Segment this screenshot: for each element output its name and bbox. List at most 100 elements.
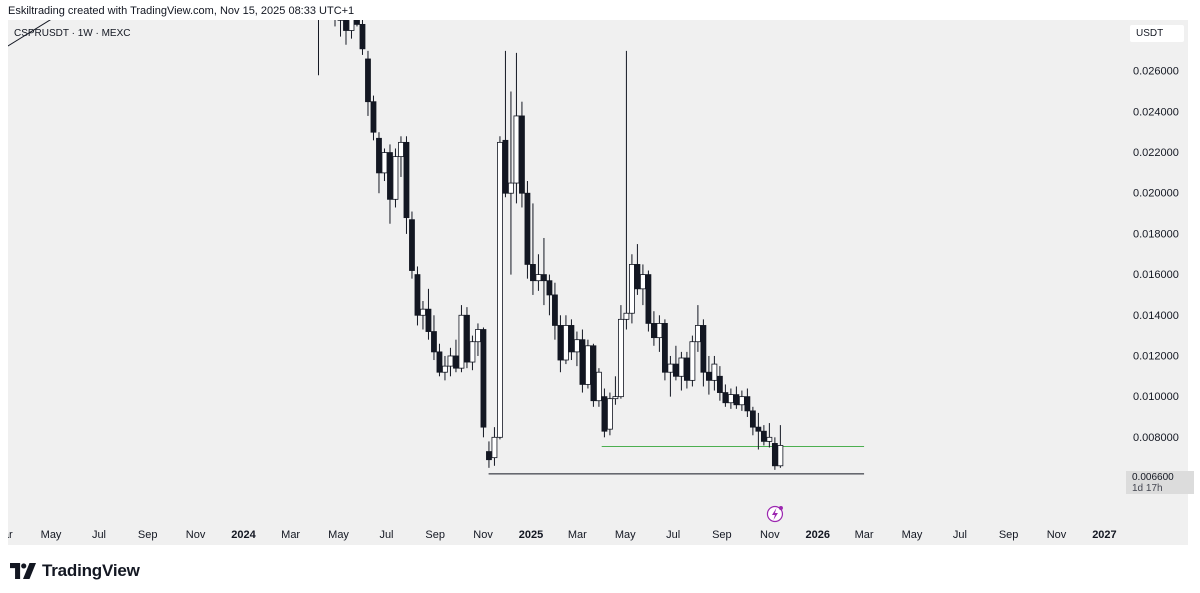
candle (683, 351, 690, 389)
candle-body (694, 325, 701, 343)
tradingview-logo-icon (10, 563, 36, 579)
candle (618, 305, 624, 399)
candle (398, 136, 404, 177)
candle-body (453, 355, 459, 369)
candle-body (541, 274, 547, 282)
lightning-event-icon[interactable] (766, 505, 784, 523)
y-tick-label: 0.020000 (1133, 188, 1179, 200)
candle (711, 355, 718, 391)
candle (359, 20, 366, 55)
candle (760, 425, 767, 446)
candle-body (705, 371, 712, 381)
x-tick-label: Sep (425, 529, 445, 541)
candle (425, 288, 432, 340)
candle-body (601, 396, 608, 432)
x-tick-label: May (902, 529, 923, 541)
candle-body (409, 219, 415, 271)
candle (387, 144, 393, 224)
candle (337, 20, 344, 37)
candle-body (590, 345, 597, 402)
candle-body (425, 308, 432, 332)
candle-body (656, 323, 663, 339)
candle (392, 148, 399, 208)
candle-body (431, 331, 437, 353)
candle (722, 384, 729, 407)
candle (689, 335, 696, 387)
candle (705, 355, 712, 395)
candle (541, 237, 547, 306)
candle-body (607, 398, 613, 430)
x-tick-label: 2026 (805, 529, 829, 541)
candle (749, 406, 756, 436)
candle-body (645, 274, 652, 324)
candle (601, 388, 608, 438)
candle-body (370, 101, 377, 133)
candle-body (535, 274, 542, 282)
candle-body (683, 357, 690, 381)
x-tick-label: Mar (8, 529, 13, 541)
y-tick-label: 0.026000 (1133, 66, 1179, 78)
candle-body (711, 363, 718, 381)
candle-body (442, 365, 448, 373)
candle-body (716, 375, 723, 393)
candle-body (381, 152, 388, 174)
candle-body (749, 410, 756, 428)
candle-body (546, 280, 553, 296)
bar-countdown: 1d 17h (1132, 483, 1163, 494)
candle-body (464, 314, 470, 363)
candle (766, 423, 773, 448)
candle (436, 343, 443, 377)
candle-body (585, 345, 591, 385)
candle-body (436, 351, 443, 373)
x-tick-label: Jul (953, 529, 967, 541)
candle (656, 315, 663, 352)
candle (596, 368, 602, 407)
x-tick-label: May (615, 529, 636, 541)
candle-body (618, 318, 624, 398)
candle (667, 355, 674, 397)
candle-body (552, 294, 558, 326)
candle (365, 50, 371, 116)
candle-body (760, 430, 767, 442)
candle (343, 20, 349, 45)
candle (453, 339, 459, 373)
candle (376, 132, 382, 194)
candle (414, 266, 421, 326)
chart-area[interactable]: 0.0280000.0260000.0240000.0220000.020000… (8, 20, 1194, 545)
candle (546, 274, 553, 316)
candle (442, 355, 448, 381)
currency-label[interactable]: USDT (1130, 25, 1184, 42)
x-tick-label: 2027 (1092, 529, 1116, 541)
x-tick-label: Mar (855, 529, 874, 541)
candle-body (689, 341, 696, 381)
candle-body (667, 363, 674, 373)
candle-body (365, 58, 371, 103)
candle (524, 181, 531, 279)
x-tick-label: Jul (666, 529, 680, 541)
x-tick-label: Nov (473, 529, 493, 541)
candle (568, 319, 575, 361)
candle (420, 301, 426, 330)
candle (716, 366, 723, 401)
x-tick-label: Sep (712, 529, 732, 541)
candle (513, 52, 520, 204)
candle (480, 327, 487, 438)
candle (557, 315, 564, 373)
candle (508, 91, 514, 275)
y-tick-label: 0.008000 (1133, 432, 1179, 444)
candle-body (777, 445, 784, 467)
price-chart[interactable]: 0.0280000.0260000.0240000.0220000.020000… (8, 20, 1188, 545)
candle (623, 50, 630, 330)
candle (777, 425, 784, 468)
candle (733, 386, 740, 409)
candle-body (700, 325, 707, 373)
tradingview-brand[interactable]: TradingView (10, 561, 140, 581)
trend-line (8, 20, 51, 47)
y-tick-label: 0.024000 (1133, 106, 1179, 118)
candle-body (651, 323, 657, 339)
candle (348, 20, 355, 39)
candle (771, 437, 778, 470)
candle-body (502, 139, 509, 194)
x-tick-label: Mar (281, 529, 300, 541)
candle-body (612, 396, 619, 400)
